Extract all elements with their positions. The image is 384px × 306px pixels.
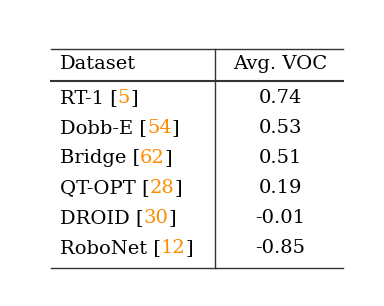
Text: 62: 62 — [140, 149, 165, 167]
Text: Bridge [: Bridge [ — [60, 149, 140, 167]
Text: 12: 12 — [161, 239, 185, 257]
Text: 30: 30 — [144, 209, 169, 227]
Text: ]: ] — [169, 209, 176, 227]
Text: ]: ] — [130, 89, 138, 107]
Text: Dobb-E [: Dobb-E [ — [60, 119, 147, 137]
Text: RT-1 [: RT-1 [ — [60, 89, 118, 107]
Text: DROID [: DROID [ — [60, 209, 144, 227]
Text: -0.85: -0.85 — [255, 239, 305, 257]
Text: 0.19: 0.19 — [258, 179, 302, 197]
Text: ]: ] — [165, 149, 172, 167]
Text: QT-OPT [: QT-OPT [ — [60, 179, 150, 197]
Text: 5: 5 — [118, 89, 130, 107]
Text: Avg. VOC: Avg. VOC — [233, 54, 327, 73]
Text: RoboNet [: RoboNet [ — [60, 239, 161, 257]
Text: 28: 28 — [150, 179, 174, 197]
Text: ]: ] — [174, 179, 182, 197]
Text: ]: ] — [185, 239, 193, 257]
Text: 54: 54 — [147, 119, 172, 137]
Text: Dataset: Dataset — [60, 54, 136, 73]
Text: -0.01: -0.01 — [255, 209, 305, 227]
Text: 0.74: 0.74 — [258, 89, 302, 107]
Text: ]: ] — [172, 119, 179, 137]
Text: 0.53: 0.53 — [258, 119, 302, 137]
Text: 0.51: 0.51 — [258, 149, 302, 167]
